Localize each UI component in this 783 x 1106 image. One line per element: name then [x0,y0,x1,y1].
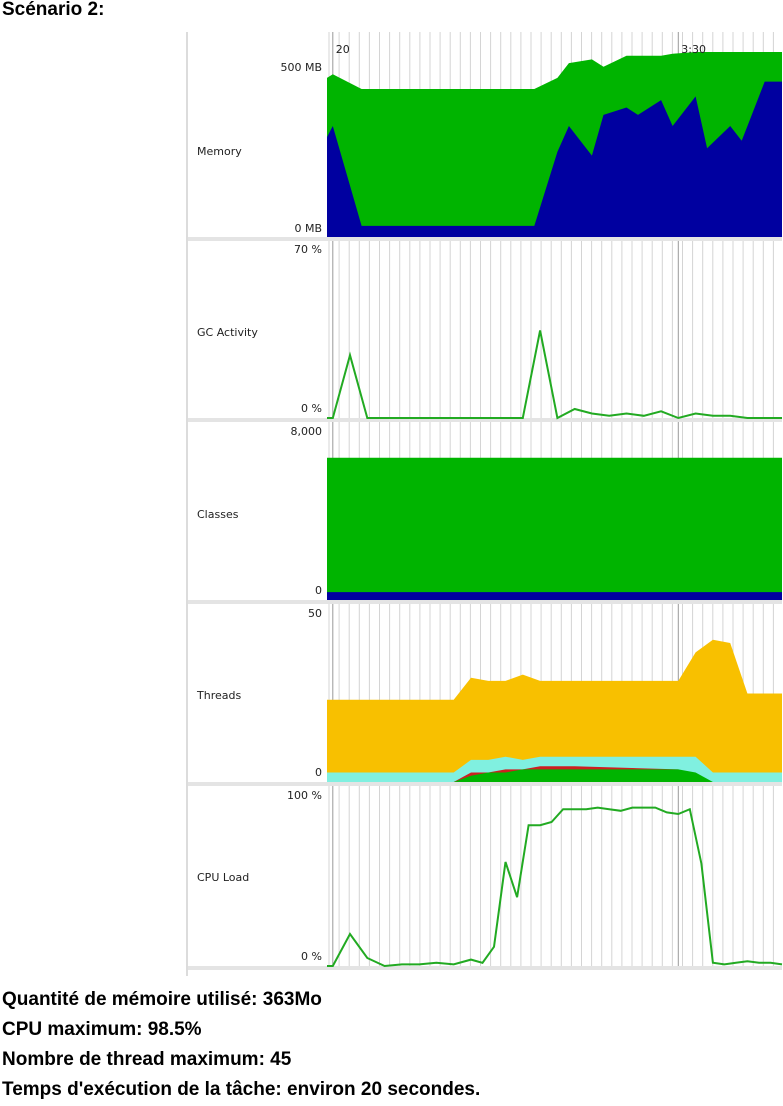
series-started [327,769,782,782]
y-tick-label: 70 % [294,243,322,256]
x-tick-label: 3:30 [681,43,706,56]
series-cpu-load [327,806,783,968]
x-tick-label: 20 [336,43,350,56]
y-tick-label: 500 MB [280,61,322,74]
panel-title: GC Activity [197,326,258,339]
panel-separator [188,237,782,241]
series-total-loaded [327,457,782,600]
panel-separator [188,966,782,970]
y-tick-label: 0 MB [294,222,322,235]
chart-classes: Classes 8,000 0 [197,425,782,600]
y-tick-label: 100 % [287,789,322,802]
panel-separator [188,600,782,604]
panel-title: Memory [197,145,242,158]
monitoring-panel: Memory 500 MB 0 MB GC Activity 70 % 0 % Classe… [186,32,783,976]
series-shared-loaded [327,592,782,600]
y-tick-label: 0 % [301,402,322,415]
series-live-threads [327,639,782,782]
chart-memory: Memory 500 MB 0 MB [197,52,782,237]
memory-summary: Quantité de mémoire utilisé: 363Mo [2,989,322,1010]
series-used-heap [327,81,782,237]
panel-title: CPU Load [197,871,249,884]
chart-gc-activity: GC Activity 70 % 0 % [197,243,782,420]
y-tick-label: 50 [308,607,322,620]
chart-threads: Threads 50 0 [196,607,782,782]
cpu-summary: CPU maximum: 98.5% [2,1019,202,1040]
panel-separator [188,418,782,422]
chart-cpu-load: CPU Load 100 % 0 % [197,789,783,968]
x-axis-labels: 203:303:403:50 [336,43,706,56]
y-tick-label: 8,000 [291,425,323,438]
panel-title: Classes [197,508,239,521]
duration-summary: Temps d'exécution de la tâche: environ 2… [2,1079,481,1100]
summary-block: Quantité de mémoire utilisé: 363Mo CPU m… [2,986,480,1106]
y-tick-label: 0 [315,584,322,597]
y-tick-label: 0 [315,766,322,779]
threads-summary: Nombre de thread maximum: 45 [2,1049,292,1070]
scenario-heading: Scénario 2: [2,0,105,20]
y-tick-label: 0 % [301,950,322,963]
panel-grid-5 [328,786,774,966]
panel-separator [188,782,782,786]
panel-grid-2 [328,241,774,418]
series-gc-activity [327,330,782,420]
panel-title: Threads [196,689,241,702]
